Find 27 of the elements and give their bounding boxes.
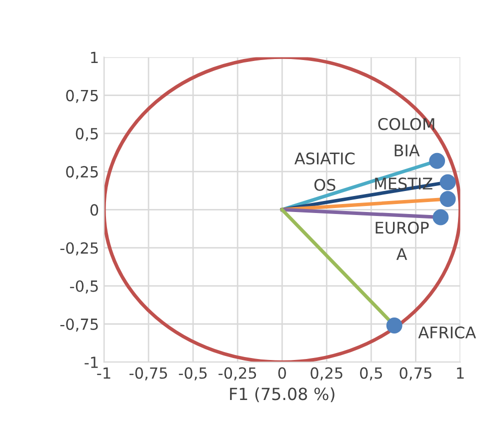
- y-tick-label: -0,75: [60, 318, 98, 332]
- y-tick-label: 0,25: [66, 166, 98, 180]
- point: [386, 318, 402, 334]
- annotation: MESTIZ: [375, 178, 432, 190]
- y-tick-label: -1: [84, 356, 98, 368]
- annotation: ASIATIC OS: [294, 152, 355, 191]
- point: [432, 209, 449, 226]
- y-tick-label: 0,75: [66, 90, 98, 103]
- x-tick-label: 1: [457, 367, 464, 379]
- y-tick-label: -0,5: [70, 280, 98, 294]
- point: [440, 191, 456, 207]
- x-tick-label: -0,75: [130, 367, 167, 380]
- x-tick-label: 0,75: [400, 367, 432, 380]
- point: [429, 152, 446, 169]
- x-tick-label: 0,25: [310, 367, 342, 380]
- x-tick-label: 0,5: [360, 367, 382, 380]
- y-tick-label: 0: [90, 204, 98, 216]
- x-axis-title: F1 (75.08 %): [230, 387, 334, 402]
- y-tick-label: 0,5: [76, 128, 98, 142]
- x-tick-label: -0,25: [218, 367, 256, 380]
- point: [440, 174, 456, 190]
- annotation: EUROP A: [376, 222, 429, 260]
- y-tick-label: -0,25: [60, 242, 98, 256]
- x-tick-label: 0: [278, 367, 286, 379]
- x-tick-label: -0,5: [178, 367, 207, 380]
- y-tick-label: 1: [91, 52, 98, 64]
- annotation: AFRICA: [418, 326, 476, 338]
